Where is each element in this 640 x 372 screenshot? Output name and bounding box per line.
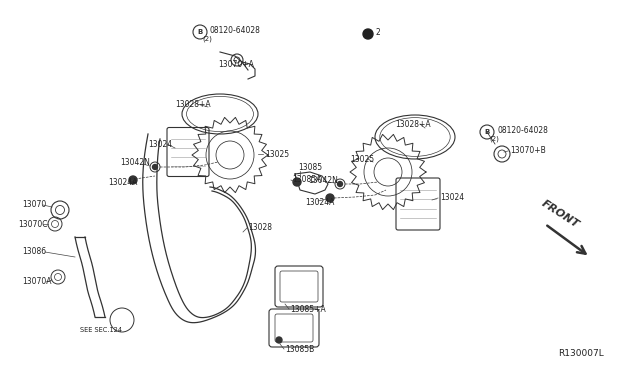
Text: 13024A: 13024A — [108, 177, 138, 186]
Text: 13042N: 13042N — [308, 176, 338, 185]
Text: 13085: 13085 — [298, 163, 322, 171]
Text: 13024: 13024 — [148, 140, 172, 148]
Circle shape — [363, 29, 373, 39]
Text: B: B — [484, 129, 490, 135]
Circle shape — [337, 182, 342, 186]
Circle shape — [152, 164, 157, 170]
Text: 13024A: 13024A — [305, 198, 334, 206]
Circle shape — [276, 337, 282, 343]
Text: 13070+A: 13070+A — [218, 60, 254, 68]
Text: B: B — [197, 29, 203, 35]
Text: SEE SEC.124: SEE SEC.124 — [80, 327, 122, 333]
Text: 13070: 13070 — [22, 199, 46, 208]
Text: 13085B: 13085B — [285, 346, 314, 355]
Text: 13070+B: 13070+B — [510, 145, 546, 154]
Circle shape — [129, 176, 137, 184]
Text: 13042N: 13042N — [120, 157, 150, 167]
Text: 13070A: 13070A — [22, 278, 51, 286]
Text: (2): (2) — [202, 36, 212, 42]
Text: 08120-64028: 08120-64028 — [497, 125, 548, 135]
Text: 08120-64028: 08120-64028 — [210, 26, 261, 35]
Circle shape — [326, 194, 334, 202]
Text: 13028+A: 13028+A — [395, 119, 431, 128]
Text: (2): (2) — [489, 136, 499, 142]
Text: 13085+A: 13085+A — [290, 305, 326, 314]
Text: FRONT: FRONT — [540, 198, 581, 230]
Text: 13025: 13025 — [350, 154, 374, 164]
Text: 13086: 13086 — [22, 247, 46, 257]
Text: 2: 2 — [375, 28, 380, 36]
Text: 13085A: 13085A — [292, 174, 321, 183]
Text: 13028: 13028 — [248, 222, 272, 231]
Text: 13070C: 13070C — [18, 219, 47, 228]
Text: 13024: 13024 — [440, 192, 464, 202]
Text: R130007L: R130007L — [558, 350, 604, 359]
Text: 13028+A: 13028+A — [175, 99, 211, 109]
Text: 13025: 13025 — [265, 150, 289, 158]
Circle shape — [293, 178, 301, 186]
